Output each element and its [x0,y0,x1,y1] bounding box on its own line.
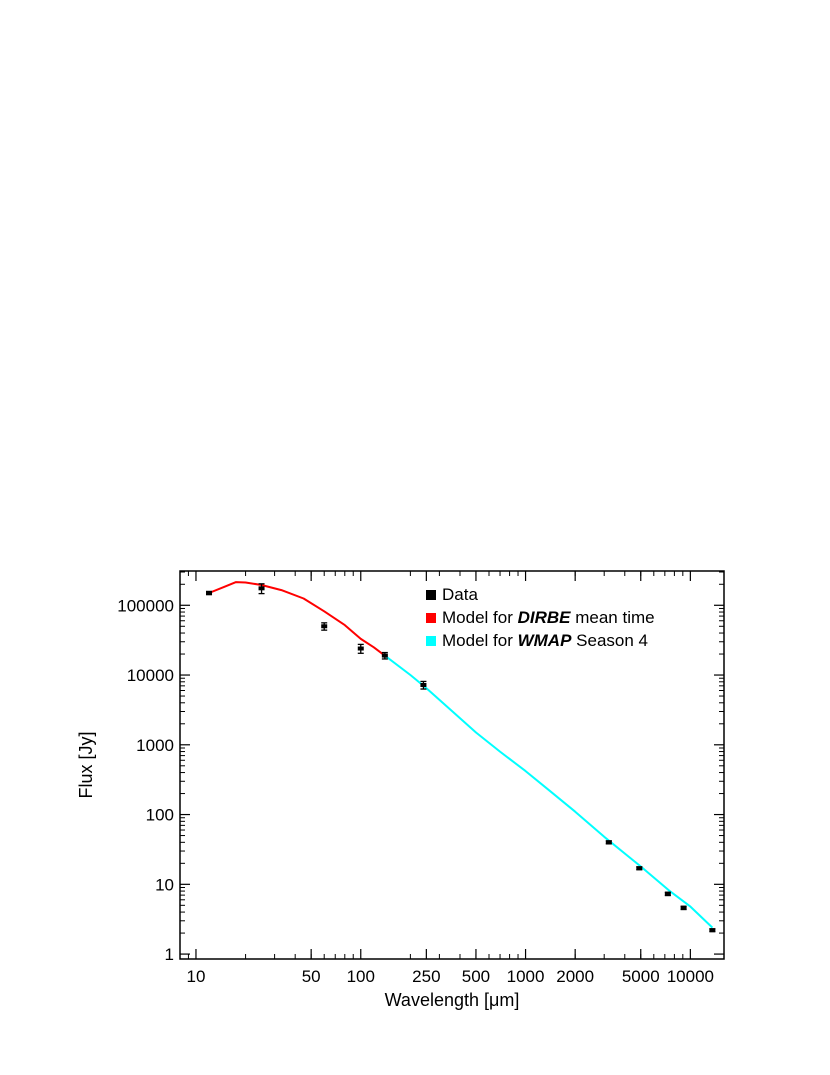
legend-emph: DIRBE [518,608,572,627]
x-axis-label: Wavelength [μm] [385,990,520,1010]
y-tick-label: 1000 [136,736,174,755]
data-point [206,590,213,595]
y-tick-label: 10 [155,875,174,894]
data-point [605,840,612,845]
data-point [357,646,364,651]
x-tick-label: 2000 [556,967,594,986]
y-tick-label: 10000 [127,666,174,685]
x-tick-label: 100 [347,967,375,986]
legend-swatch [426,613,436,623]
legend-suffix: Season 4 [571,631,648,650]
legend-entry: Model for DIRBE mean time [442,608,655,627]
legend-emph: WMAP [518,631,572,650]
x-tick-label: 10000 [667,967,714,986]
x-tick-label: 500 [462,967,490,986]
x-axis-ticks: 10 50 100 250 500 1000 2000 5000 10000 [179,571,714,986]
y-axis-ticks: 1 10 100 1000 10000 100000 [117,571,724,964]
legend-entry: Model for WMAP Season 4 [442,631,648,650]
data-point [664,891,671,896]
x-tick-label: 250 [412,967,440,986]
data-point [709,928,716,933]
x-tick-label: 50 [302,967,321,986]
legend-swatch [426,590,436,600]
dirbe-model-line [208,581,386,657]
x-tick-label: 10 [187,967,206,986]
plot-area: 10 50 100 250 500 1000 2000 5000 10000 1 10 100 100… [117,570,725,986]
legend-entry: Data [442,585,478,604]
legend-text: Model for [442,608,518,627]
legend-swatch [426,636,436,646]
y-tick-label: 100 [146,806,174,825]
legend-text: Data [442,585,478,604]
y-tick-label: 100000 [117,596,174,615]
data-point [321,624,328,629]
data-point [381,653,388,658]
y-tick-label: 1 [165,945,174,964]
legend-text: Model for [442,631,518,650]
data-point [258,586,265,591]
legend-suffix: mean time [571,608,655,627]
x-tick-label: 1000 [507,967,545,986]
wmap-model-line [384,654,714,929]
data-point [636,866,643,871]
plot-frame [179,570,725,960]
series-layer [206,581,716,933]
data-point [420,682,427,687]
data-point [680,905,687,910]
y-axis-label: Flux [Jy] [76,731,96,798]
x-tick-label: 5000 [622,967,660,986]
